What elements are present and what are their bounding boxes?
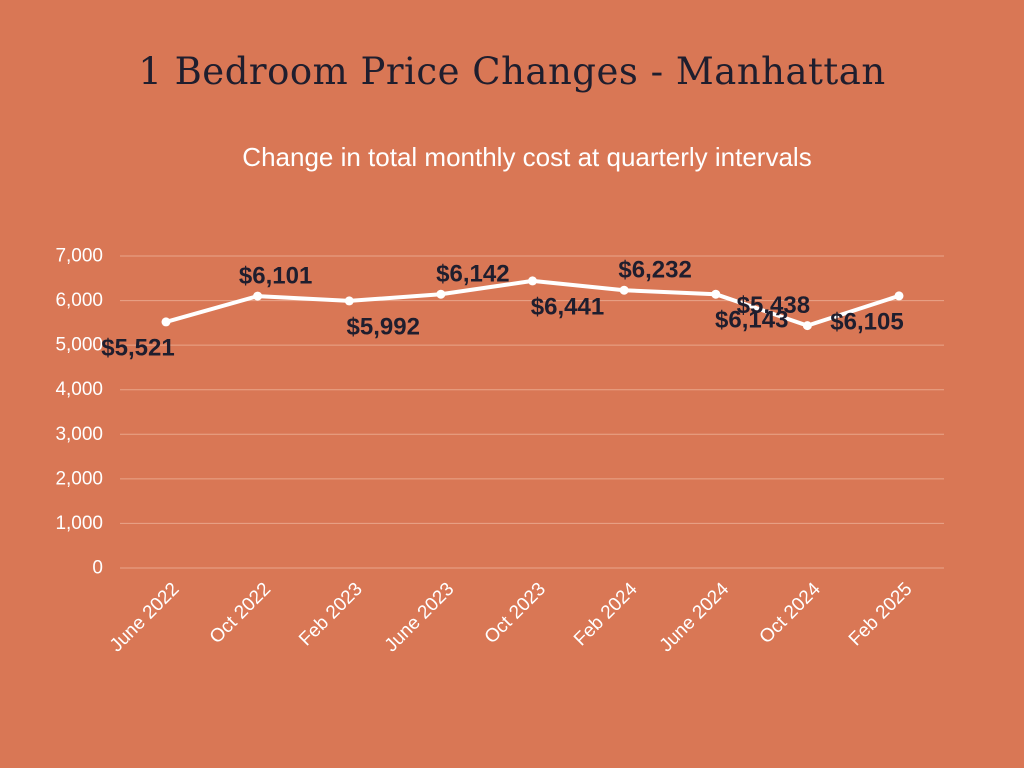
data-label: $5,521 <box>101 334 174 361</box>
y-tick-label: 7,000 <box>55 246 103 267</box>
y-tick-label: 6,000 <box>55 290 103 311</box>
y-axis-tick-labels: 0 1,000 2,000 3,000 4,000 5,000 6,000 7,000 <box>55 246 103 579</box>
data-label: $6,143 <box>715 307 788 334</box>
y-tick-label: 1,000 <box>55 513 103 534</box>
x-tick-label: June 2022 <box>106 579 184 657</box>
data-points <box>161 276 904 331</box>
y-tick-label: 4,000 <box>55 379 103 400</box>
data-point <box>894 291 904 301</box>
data-label: $6,142 <box>436 261 509 288</box>
x-tick-label: June 2024 <box>656 578 734 656</box>
data-label: $6,105 <box>830 308 903 335</box>
y-tick-label: 0 <box>92 558 103 579</box>
data-label: $5,992 <box>347 313 420 340</box>
data-label: $6,101 <box>239 263 312 290</box>
data-labels: $5,521 $6,101 $5,992 $6,142 $6,441 $6,232 $6,1… <box>101 257 903 362</box>
data-point <box>436 289 446 299</box>
gridlines <box>120 255 944 569</box>
y-tick-label: 3,000 <box>55 424 103 445</box>
data-point <box>344 296 354 306</box>
x-tick-label: Oct 2022 <box>206 579 275 648</box>
x-axis-tick-labels: June 2022 Oct 2022 Feb 2023 June 2023 Oct 20… <box>106 578 917 656</box>
data-label: $6,441 <box>531 293 604 320</box>
x-tick-label: Oct 2024 <box>756 578 826 648</box>
x-tick-label: Feb 2025 <box>845 579 917 651</box>
y-tick-label: 5,000 <box>55 335 103 356</box>
chart-subtitle: Change in total monthly cost at quarterl… <box>242 142 812 172</box>
data-point <box>528 276 537 286</box>
data-label: $5,438 <box>737 292 810 319</box>
x-tick-label: Feb 2023 <box>295 579 367 651</box>
data-label: $6,232 <box>618 257 691 284</box>
x-tick-label: Oct 2023 <box>481 579 550 648</box>
x-tick-label: Feb 2024 <box>570 578 642 650</box>
data-point <box>161 317 171 327</box>
x-tick-label: June 2023 <box>381 579 459 657</box>
y-tick-label: 2,000 <box>55 468 103 489</box>
data-point <box>253 291 263 301</box>
data-point <box>619 285 629 295</box>
chart-title: 1 Bedroom Price Changes - Manhattan <box>138 50 886 93</box>
data-point <box>802 321 812 331</box>
data-point <box>711 289 721 299</box>
